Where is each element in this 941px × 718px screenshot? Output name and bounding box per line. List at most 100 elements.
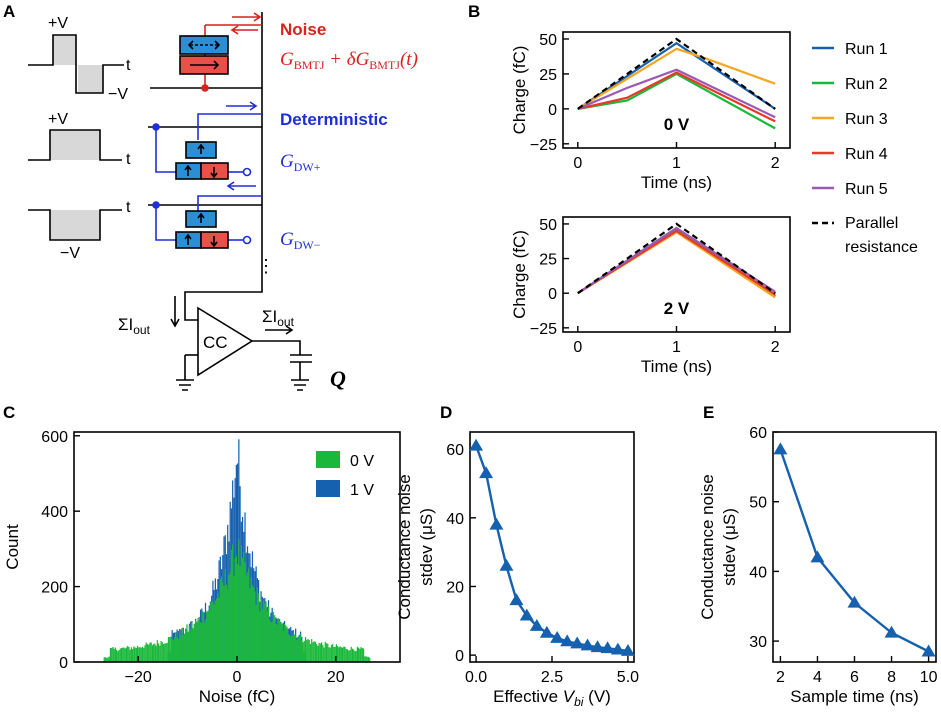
series-line-parallel-resistance bbox=[577, 222, 776, 295]
histogram-bar bbox=[139, 647, 141, 662]
d-ytick-label: 40 bbox=[446, 511, 464, 528]
histogram-bar bbox=[338, 647, 340, 662]
positive-pulse bbox=[28, 129, 122, 161]
histogram-bar bbox=[350, 646, 352, 662]
histogram-bar bbox=[201, 623, 203, 662]
histogram-bar bbox=[206, 611, 208, 662]
series-line-run-3 bbox=[577, 47, 776, 110]
histogram-bar bbox=[204, 619, 207, 662]
histogram-bar bbox=[132, 649, 134, 662]
pulse1-t-label: t bbox=[126, 57, 131, 74]
histogram-bar bbox=[118, 650, 120, 662]
dw-minus-device bbox=[152, 181, 262, 249]
charge-q-label: Q bbox=[330, 366, 346, 391]
legend-label: Run 1 bbox=[845, 41, 888, 58]
histogram-bar bbox=[133, 646, 135, 662]
histogram-bar bbox=[130, 647, 133, 662]
bmtj-device bbox=[179, 12, 262, 92]
histogram-bar bbox=[254, 591, 256, 662]
histogram-bar bbox=[154, 643, 156, 662]
histogram-bar bbox=[282, 631, 284, 662]
histogram-bar bbox=[345, 649, 347, 662]
histogram-bar bbox=[360, 647, 362, 662]
histogram-bar bbox=[238, 539, 240, 662]
histogram-bar bbox=[191, 622, 193, 662]
histogram-bar bbox=[148, 644, 150, 662]
histogram-bar bbox=[264, 603, 266, 662]
histogram-bar bbox=[180, 635, 182, 662]
histogram-bar bbox=[239, 565, 241, 662]
data-point-marker bbox=[550, 630, 565, 643]
histogram-bar bbox=[218, 597, 220, 662]
histogram-bar bbox=[145, 642, 147, 662]
histogram-bar bbox=[327, 643, 329, 662]
series-line-run-3 bbox=[577, 230, 776, 299]
e-ytick-label: 30 bbox=[749, 634, 767, 651]
pulse3-minus-label: −V bbox=[60, 245, 80, 262]
histogram-bar bbox=[257, 593, 260, 662]
data-point-marker bbox=[884, 625, 899, 638]
histogram-bar bbox=[109, 648, 112, 662]
histogram-bar bbox=[108, 656, 110, 662]
histogram-bar bbox=[136, 645, 139, 662]
histogram-bar bbox=[241, 557, 244, 662]
data-point-marker bbox=[499, 558, 514, 571]
histogram-bar bbox=[334, 646, 336, 662]
histogram-bar bbox=[253, 587, 255, 662]
histogram-bar bbox=[249, 588, 251, 662]
histogram-bar bbox=[222, 582, 224, 662]
x-axis-label: Sample time (ns) bbox=[790, 687, 918, 706]
histogram-bar bbox=[174, 637, 176, 662]
histogram-bar bbox=[192, 628, 194, 662]
y-axis-label-line2: stdev (μS) bbox=[417, 508, 436, 586]
btop-ytick-label: 0 bbox=[548, 102, 557, 119]
histogram-bar bbox=[364, 656, 366, 662]
histogram-bar bbox=[151, 645, 154, 662]
histogram-bar bbox=[162, 644, 165, 662]
histogram-bar bbox=[216, 598, 218, 662]
c-ytick-label: 600 bbox=[41, 429, 68, 446]
histogram-bar bbox=[296, 639, 298, 662]
histogram-bar bbox=[317, 645, 319, 662]
histogram-bar bbox=[165, 643, 167, 662]
histogram-bar bbox=[150, 642, 152, 662]
data-point-marker bbox=[570, 636, 585, 649]
histogram-bar bbox=[160, 641, 162, 662]
data-point-marker bbox=[773, 442, 788, 455]
histogram-bar bbox=[209, 602, 212, 662]
histogram-bar bbox=[134, 647, 136, 662]
bbottom-ytick-label: 0 bbox=[548, 286, 557, 303]
legend-swatch bbox=[316, 451, 340, 468]
histogram-bar bbox=[141, 647, 144, 662]
gdw-minus-label: GDW− bbox=[280, 229, 321, 252]
histogram-bar bbox=[290, 636, 292, 662]
histogram-bar bbox=[235, 555, 237, 662]
output-bus bbox=[184, 12, 263, 310]
e-ytick-label: 40 bbox=[749, 564, 767, 581]
series-line bbox=[779, 449, 930, 653]
histogram-bar bbox=[124, 648, 126, 662]
histogram-bar bbox=[324, 641, 326, 662]
e-ytick-label: 50 bbox=[749, 495, 767, 512]
histogram-bar bbox=[312, 642, 314, 662]
d-ytick-label: 0 bbox=[455, 648, 464, 665]
histogram-bar bbox=[161, 642, 163, 662]
histogram-bar bbox=[303, 640, 305, 662]
histogram-bar bbox=[176, 637, 178, 662]
data-point-marker bbox=[580, 638, 595, 651]
histogram-bar bbox=[115, 649, 118, 662]
histogram-bar bbox=[157, 643, 160, 662]
histogram-bar bbox=[181, 627, 183, 662]
c-xtick-label: 20 bbox=[327, 669, 345, 686]
histogram-bar bbox=[190, 629, 192, 662]
histogram-bar bbox=[308, 640, 310, 662]
histogram-bar bbox=[298, 635, 300, 662]
histogram-bar bbox=[314, 641, 317, 662]
histogram-bar bbox=[183, 634, 186, 662]
histogram-bar bbox=[365, 656, 367, 662]
histogram-bar bbox=[266, 611, 268, 662]
histogram-bar bbox=[223, 585, 225, 662]
panel-label-a: A bbox=[3, 2, 15, 21]
histogram-bar bbox=[193, 623, 196, 662]
histogram-bar bbox=[353, 649, 355, 662]
